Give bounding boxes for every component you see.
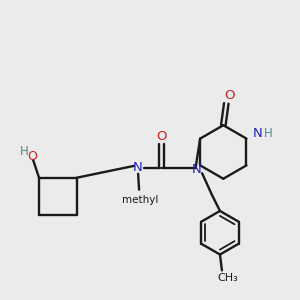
Text: N: N [133, 161, 143, 174]
Text: H: H [20, 146, 28, 158]
Text: O: O [27, 150, 37, 164]
Text: O: O [224, 89, 235, 102]
Text: CH₃: CH₃ [218, 273, 238, 283]
Text: N: N [191, 163, 201, 176]
Text: methyl: methyl [122, 194, 158, 205]
Text: H: H [264, 127, 273, 140]
Text: O: O [157, 130, 167, 142]
Text: N: N [253, 127, 262, 140]
